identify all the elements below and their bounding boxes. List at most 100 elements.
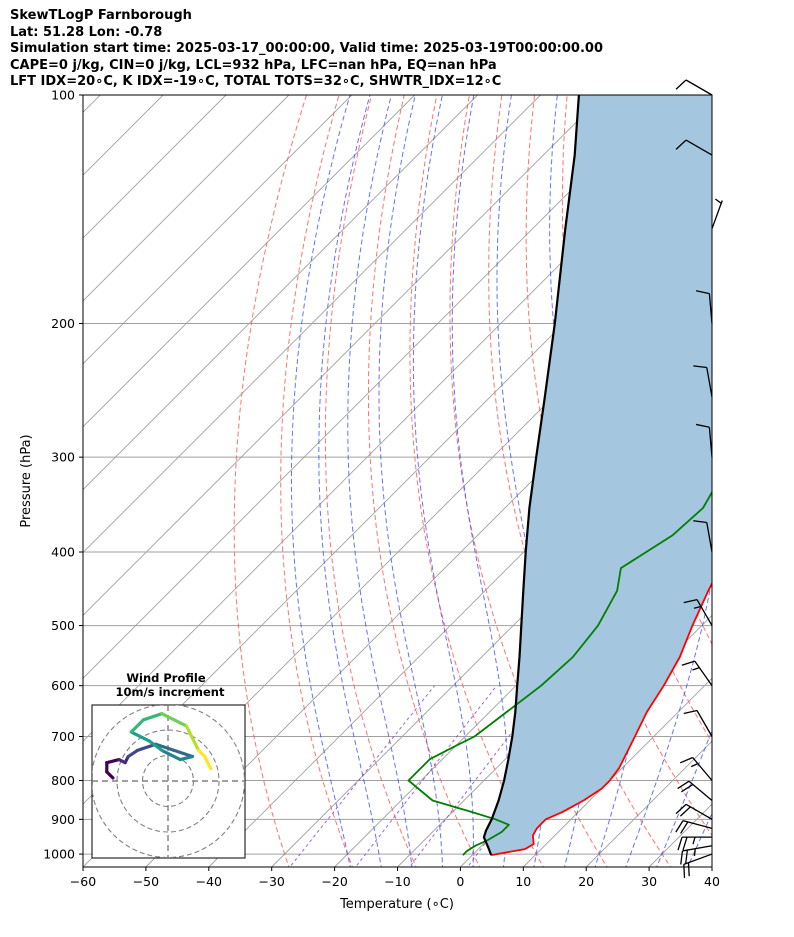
moist-adiabat [318,95,382,867]
barb-half-flag [714,198,722,204]
temperature-profile-line [491,581,712,856]
y-tick-label: 900 [51,812,75,827]
barb-flag [680,821,689,834]
isotherm-line [145,300,712,867]
barb-half-flag [690,763,699,768]
x-tick-label: −60 [70,874,96,889]
y-axis-label: Pressure (hPa) [19,434,34,527]
barb-shaft [708,293,713,324]
moist-adiabat [656,729,712,867]
x-tick-label: 40 [704,874,720,889]
isotherm-line [83,95,353,365]
dry-adiabat [729,78,794,870]
barb-flag [675,820,684,833]
barb-shaft [694,660,713,687]
hodograph-segment [190,736,201,753]
moist-adiabat [687,811,712,867]
hodograph-segment [129,730,152,743]
barb-flag [695,423,710,428]
sounding-data [407,95,712,856]
barb-half-flag [693,848,696,856]
y-tick-label: 400 [51,545,75,560]
dry-adiabat [409,95,544,867]
moist-adiabat [594,95,654,867]
x-tick-label: −40 [196,874,222,889]
x-tick-label: −10 [384,874,410,889]
barb-flag [679,806,691,817]
wind-barb [675,819,713,834]
hodograph-segment [129,718,146,734]
barb-shaft [692,757,713,781]
hodograph-segment [148,739,164,753]
inset-title: Wind Profile [126,671,206,685]
hodograph-segment [105,757,121,765]
barb-flag [683,709,698,715]
barb-flag [677,780,690,790]
wind-barb [683,853,713,878]
hodograph-segment [154,742,176,753]
hodograph-segment [172,748,195,759]
y-tick-label: 1000 [43,847,75,862]
y-tick-label: 200 [51,316,75,331]
dry-adiabat [367,95,481,867]
barb-flag [675,803,687,815]
x-tick-label: 30 [641,874,657,889]
barb-flag [677,836,683,851]
wind-barb [695,290,713,324]
barb-flag [693,520,707,524]
wind-barb [693,365,713,398]
hodograph-segment [178,754,195,762]
cape-cin-shading [484,95,712,856]
mixing-ratio-line [408,685,549,867]
isotherm-line [83,95,541,554]
wind-barb [675,139,713,156]
moist-adiabat [291,95,351,867]
y-tick-label: 500 [51,618,75,633]
moist-adiabat [717,95,794,870]
y-tick-label: 100 [51,88,75,103]
dry-adiabat [761,78,794,870]
wind-barb [681,660,713,687]
barb-half-flag [692,836,696,845]
station-title: SkewTLogP Farnborough [10,8,192,23]
barb-flag [681,660,695,666]
parcel-path-line [482,95,580,856]
hodograph-segment [126,748,139,759]
axes: −60 −50 −40 −30 −20 −10 0 10 20 30 40 1000 900 800 700… [43,88,720,890]
hodograph-segment [184,724,195,740]
isotherm-line [522,677,712,867]
hodograph-segment [160,712,176,722]
isotherm-line [83,95,227,239]
index-line: LFT IDX=20∘C, K IDX=-19∘C, TOTAL TOTS=32… [10,74,502,89]
barb-half-flag [692,667,700,671]
isotherm-line [83,95,604,617]
wind-barb [695,423,713,458]
barb-flag [683,864,686,878]
hodograph-segment [203,754,213,771]
isotherm-line [83,95,667,679]
x-tick-label: −30 [259,874,285,889]
barb-flag [682,836,688,851]
isotherm-line [83,95,101,113]
mixing-ratio-line [354,685,498,867]
barb-shaft [696,710,713,737]
y-tick-label: 700 [51,729,75,744]
barb-flag [693,365,707,369]
moist-adiabat [378,95,444,867]
moist-adiabat [347,95,413,867]
isotherm-line [711,866,712,867]
hodograph [92,705,245,858]
hodograph-segment [172,718,188,728]
wind-barb [675,803,713,820]
barb-shaft [685,139,713,156]
y-tick-label: 800 [51,773,75,788]
barb-flag [680,850,684,865]
isotherm-line [83,95,290,302]
wind-barb [693,520,713,553]
hodograph-segment [141,712,164,722]
barb-flag [681,783,694,793]
moist-adiabat [412,95,474,867]
wind-barb [683,598,713,626]
dewpoint-profile-line [407,490,712,856]
